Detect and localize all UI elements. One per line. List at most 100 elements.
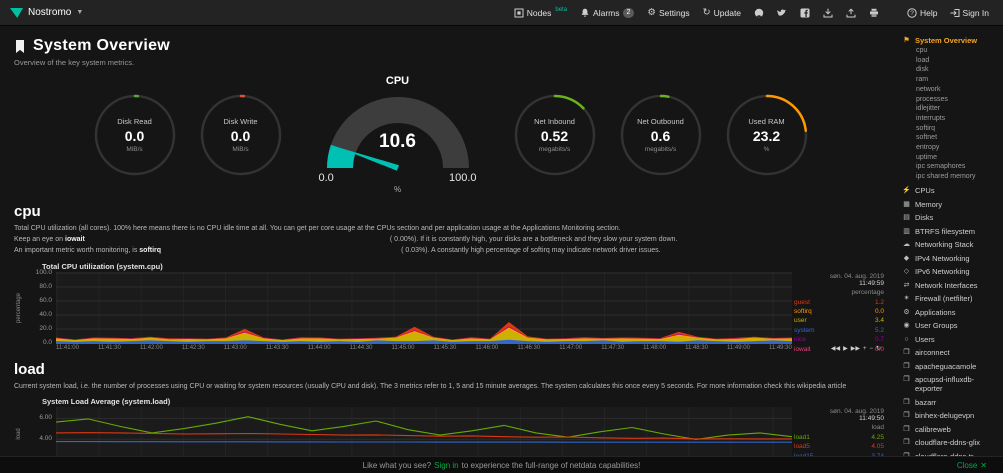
- help-button[interactable]: ? Help: [907, 8, 938, 18]
- legend-item-softirq[interactable]: softirq 0.0: [794, 307, 884, 316]
- sidebar-item-apcupsd-influxdb-exporter[interactable]: ❒ apcupsd-influxdb-exporter: [902, 375, 1001, 393]
- sidebar-item-disk[interactable]: disk: [902, 65, 1001, 75]
- sidebar-item-apacheguacamole[interactable]: ❒ apacheguacamole: [902, 362, 1001, 371]
- legend-item-user[interactable]: user 3.4: [794, 316, 884, 325]
- gauge-value: 0.0: [230, 127, 251, 144]
- sidebar-item-firewall-netfilter-[interactable]: ✶ Firewall (netfilter): [902, 294, 1001, 303]
- sidebar-item-network[interactable]: network: [902, 85, 1001, 95]
- sidebar-item-label: apacheguacamole: [915, 361, 977, 371]
- toolbox-play-button[interactable]: ▶: [843, 345, 848, 352]
- gauge-disk-write[interactable]: Disk Write 0.0 MiB/s: [199, 93, 283, 177]
- sidebar-item-users[interactable]: ○ Users: [902, 335, 1001, 344]
- update-button[interactable]: ↻ Update: [703, 8, 741, 18]
- twitter-button[interactable]: [777, 8, 787, 17]
- settings-button[interactable]: ⚙ Settings: [647, 8, 689, 18]
- legend-item-load5[interactable]: load5 4.05: [794, 442, 884, 451]
- sidebar-item-interrupts[interactable]: interrupts: [902, 114, 1001, 124]
- legend-item-nice[interactable]: nice 0.7: [794, 335, 884, 344]
- print-button[interactable]: [869, 8, 879, 18]
- legend-rows: guest 1.2 softirq 0.0 user 3.4 system 5.2 nice 0.…: [794, 298, 884, 355]
- agent-selector[interactable]: Nostromo ▼: [10, 7, 83, 19]
- signin-button[interactable]: Sign In: [949, 8, 989, 18]
- sidebar-item-softnet[interactable]: softnet: [902, 133, 1001, 143]
- export-snapshot-button[interactable]: [823, 8, 833, 18]
- footer-text-post: to experience the full-range of netdata …: [461, 460, 641, 470]
- cpu-plot-area[interactable]: [56, 271, 792, 344]
- gear-icon: ⚙: [647, 6, 656, 18]
- gauge-unit: megabits/s: [644, 145, 677, 153]
- sidebar-item-disks[interactable]: ▤ Disks: [902, 213, 1001, 222]
- sidebar-item-ipc-semaphores[interactable]: ipc semaphores: [902, 162, 1001, 172]
- sidebar-item-ipv4-networking[interactable]: ◆ IPv4 Networking: [902, 254, 1001, 263]
- sidebar-item-label: Networking Stack: [915, 240, 974, 250]
- legend-name: load1: [794, 433, 810, 441]
- gauges-row: Disk Read 0.0 MiB/s Disk Write 0.0 MiB/s…: [14, 75, 887, 194]
- alarms-button[interactable]: Alarms 2: [580, 7, 635, 18]
- load-description-text: Current system load, i.e. the number of …: [14, 382, 847, 390]
- gauge-min: 0.0: [318, 172, 334, 184]
- legend-item-iowait[interactable]: iowait 0.0: [794, 345, 884, 354]
- gauge-used-ram[interactable]: Used RAM 23.2 %: [725, 93, 809, 177]
- sidebar-item-airconnect[interactable]: ❒ airconnect: [902, 348, 1001, 357]
- sidebar-item-ram[interactable]: ram: [902, 75, 1001, 85]
- sidebar-item-processes[interactable]: processes: [902, 95, 1001, 105]
- sidebar-item-entropy[interactable]: entropy: [902, 143, 1001, 153]
- legend-item-load1[interactable]: load1 4.25: [794, 433, 884, 442]
- text: An important metric worth monitoring, is: [14, 247, 138, 255]
- footer-close-button[interactable]: Close ✕: [957, 461, 987, 470]
- y-tick-label: 80.0: [39, 282, 52, 290]
- legend-value: 0.7: [874, 336, 884, 344]
- sidebar-item-load[interactable]: load: [902, 56, 1001, 66]
- bookmark-icon: [16, 39, 24, 53]
- toolbox-zoom-out-button[interactable]: −: [869, 345, 873, 352]
- toolbox-pan-left-button[interactable]: ◀◀: [830, 345, 841, 352]
- legend-item-system[interactable]: system 5.2: [794, 326, 884, 335]
- section-heading-cpu: cpu: [14, 203, 41, 220]
- section-heading-load: load: [14, 360, 45, 378]
- chart-toolbox[interactable]: ◀◀ ▶ ▶▶ + − ↻: [794, 345, 884, 352]
- import-snapshot-button[interactable]: [846, 7, 856, 18]
- legend-item-guest[interactable]: guest 1.2: [794, 298, 884, 307]
- legend-date: søn. 04. aug. 2019: [829, 272, 884, 280]
- iowait-value: ( 0.00%).: [389, 236, 419, 244]
- toolbox-pan-right-button[interactable]: ▶▶: [850, 345, 860, 352]
- gauge-net-inbound[interactable]: Net Inbound 0.52 megabits/s: [513, 93, 597, 177]
- sidebar-item-system-overview[interactable]: ⚑ System Overview: [902, 35, 1001, 46]
- facebook-button[interactable]: [800, 8, 810, 18]
- load-plot-area[interactable]: [56, 406, 792, 456]
- sidebar-item-memory[interactable]: ▦ Memory: [902, 200, 1001, 209]
- sidebar-item-calibreweb[interactable]: ❒ calibreweb: [902, 425, 1001, 434]
- sidebar-item-cloudflare-ddns-tr[interactable]: ❒ cloudflare-ddns-tr: [902, 452, 1001, 456]
- legend-time: 11:49:50: [859, 414, 884, 422]
- sidebar-item-network-interfaces[interactable]: ⇄ Network Interfaces: [902, 281, 1001, 290]
- user-groups-icon: ◉: [903, 322, 910, 330]
- sidebar-item-cpu[interactable]: cpu: [902, 46, 1001, 56]
- y-tick-label: 0.0: [42, 338, 52, 346]
- cpu-chart[interactable]: Total CPU utilization (system.cpu) perce…: [14, 262, 887, 355]
- toolbox-reset-button[interactable]: ↻: [875, 345, 881, 352]
- sidebar-item-uptime[interactable]: uptime: [902, 153, 1001, 163]
- footer-signin-link[interactable]: Sign in: [434, 460, 459, 470]
- sidebar-item-cpus[interactable]: ⚡ CPUs: [902, 186, 1001, 195]
- toolbox-zoom-in-button[interactable]: +: [862, 345, 867, 352]
- gauge-net-outbound[interactable]: Net Outbound 0.6 megabits/s: [619, 93, 703, 177]
- sidebar-item-cloudflare-ddns-glix[interactable]: ❒ cloudflare-ddns-glix: [902, 438, 1001, 447]
- load-chart[interactable]: System Load Average (system.load) load 6…: [14, 397, 887, 456]
- interfaces-icon: ⇄: [903, 281, 910, 289]
- gauge-disk-read[interactable]: Disk Read 0.0 MiB/s: [93, 93, 177, 177]
- sidebar-item-applications[interactable]: ⚙ Applications: [902, 308, 1001, 317]
- sidebar-item-idlejitter[interactable]: idlejitter: [902, 104, 1001, 114]
- nodes-button[interactable]: Nodes beta: [514, 7, 567, 18]
- sidebar-item-networking-stack[interactable]: ☁ Networking Stack: [902, 240, 1001, 249]
- gauge-max: 100.0: [448, 172, 477, 184]
- sidebar-item-binhex-delugevpn[interactable]: ❒ binhex-delugevpn: [902, 411, 1001, 420]
- sidebar-item-softirq[interactable]: softirq: [902, 124, 1001, 134]
- gauge-cpu[interactable]: CPU 10.6 0.0 100.0 %: [313, 75, 483, 194]
- sidebar-item-ipc-shared-memory[interactable]: ipc shared memory: [902, 172, 1001, 182]
- sidebar-item-user-groups[interactable]: ◉ User Groups: [902, 321, 1001, 330]
- legend-item-load15[interactable]: load15 3.74: [794, 452, 884, 456]
- github-button[interactable]: [754, 8, 764, 18]
- sidebar-item-bazarr[interactable]: ❒ bazarr: [902, 398, 1001, 407]
- sidebar-item-ipv6-networking[interactable]: ◇ IPv6 Networking: [902, 267, 1001, 276]
- sidebar-item-btrfs-filesystem[interactable]: ▥ BTRFS filesystem: [902, 227, 1001, 236]
